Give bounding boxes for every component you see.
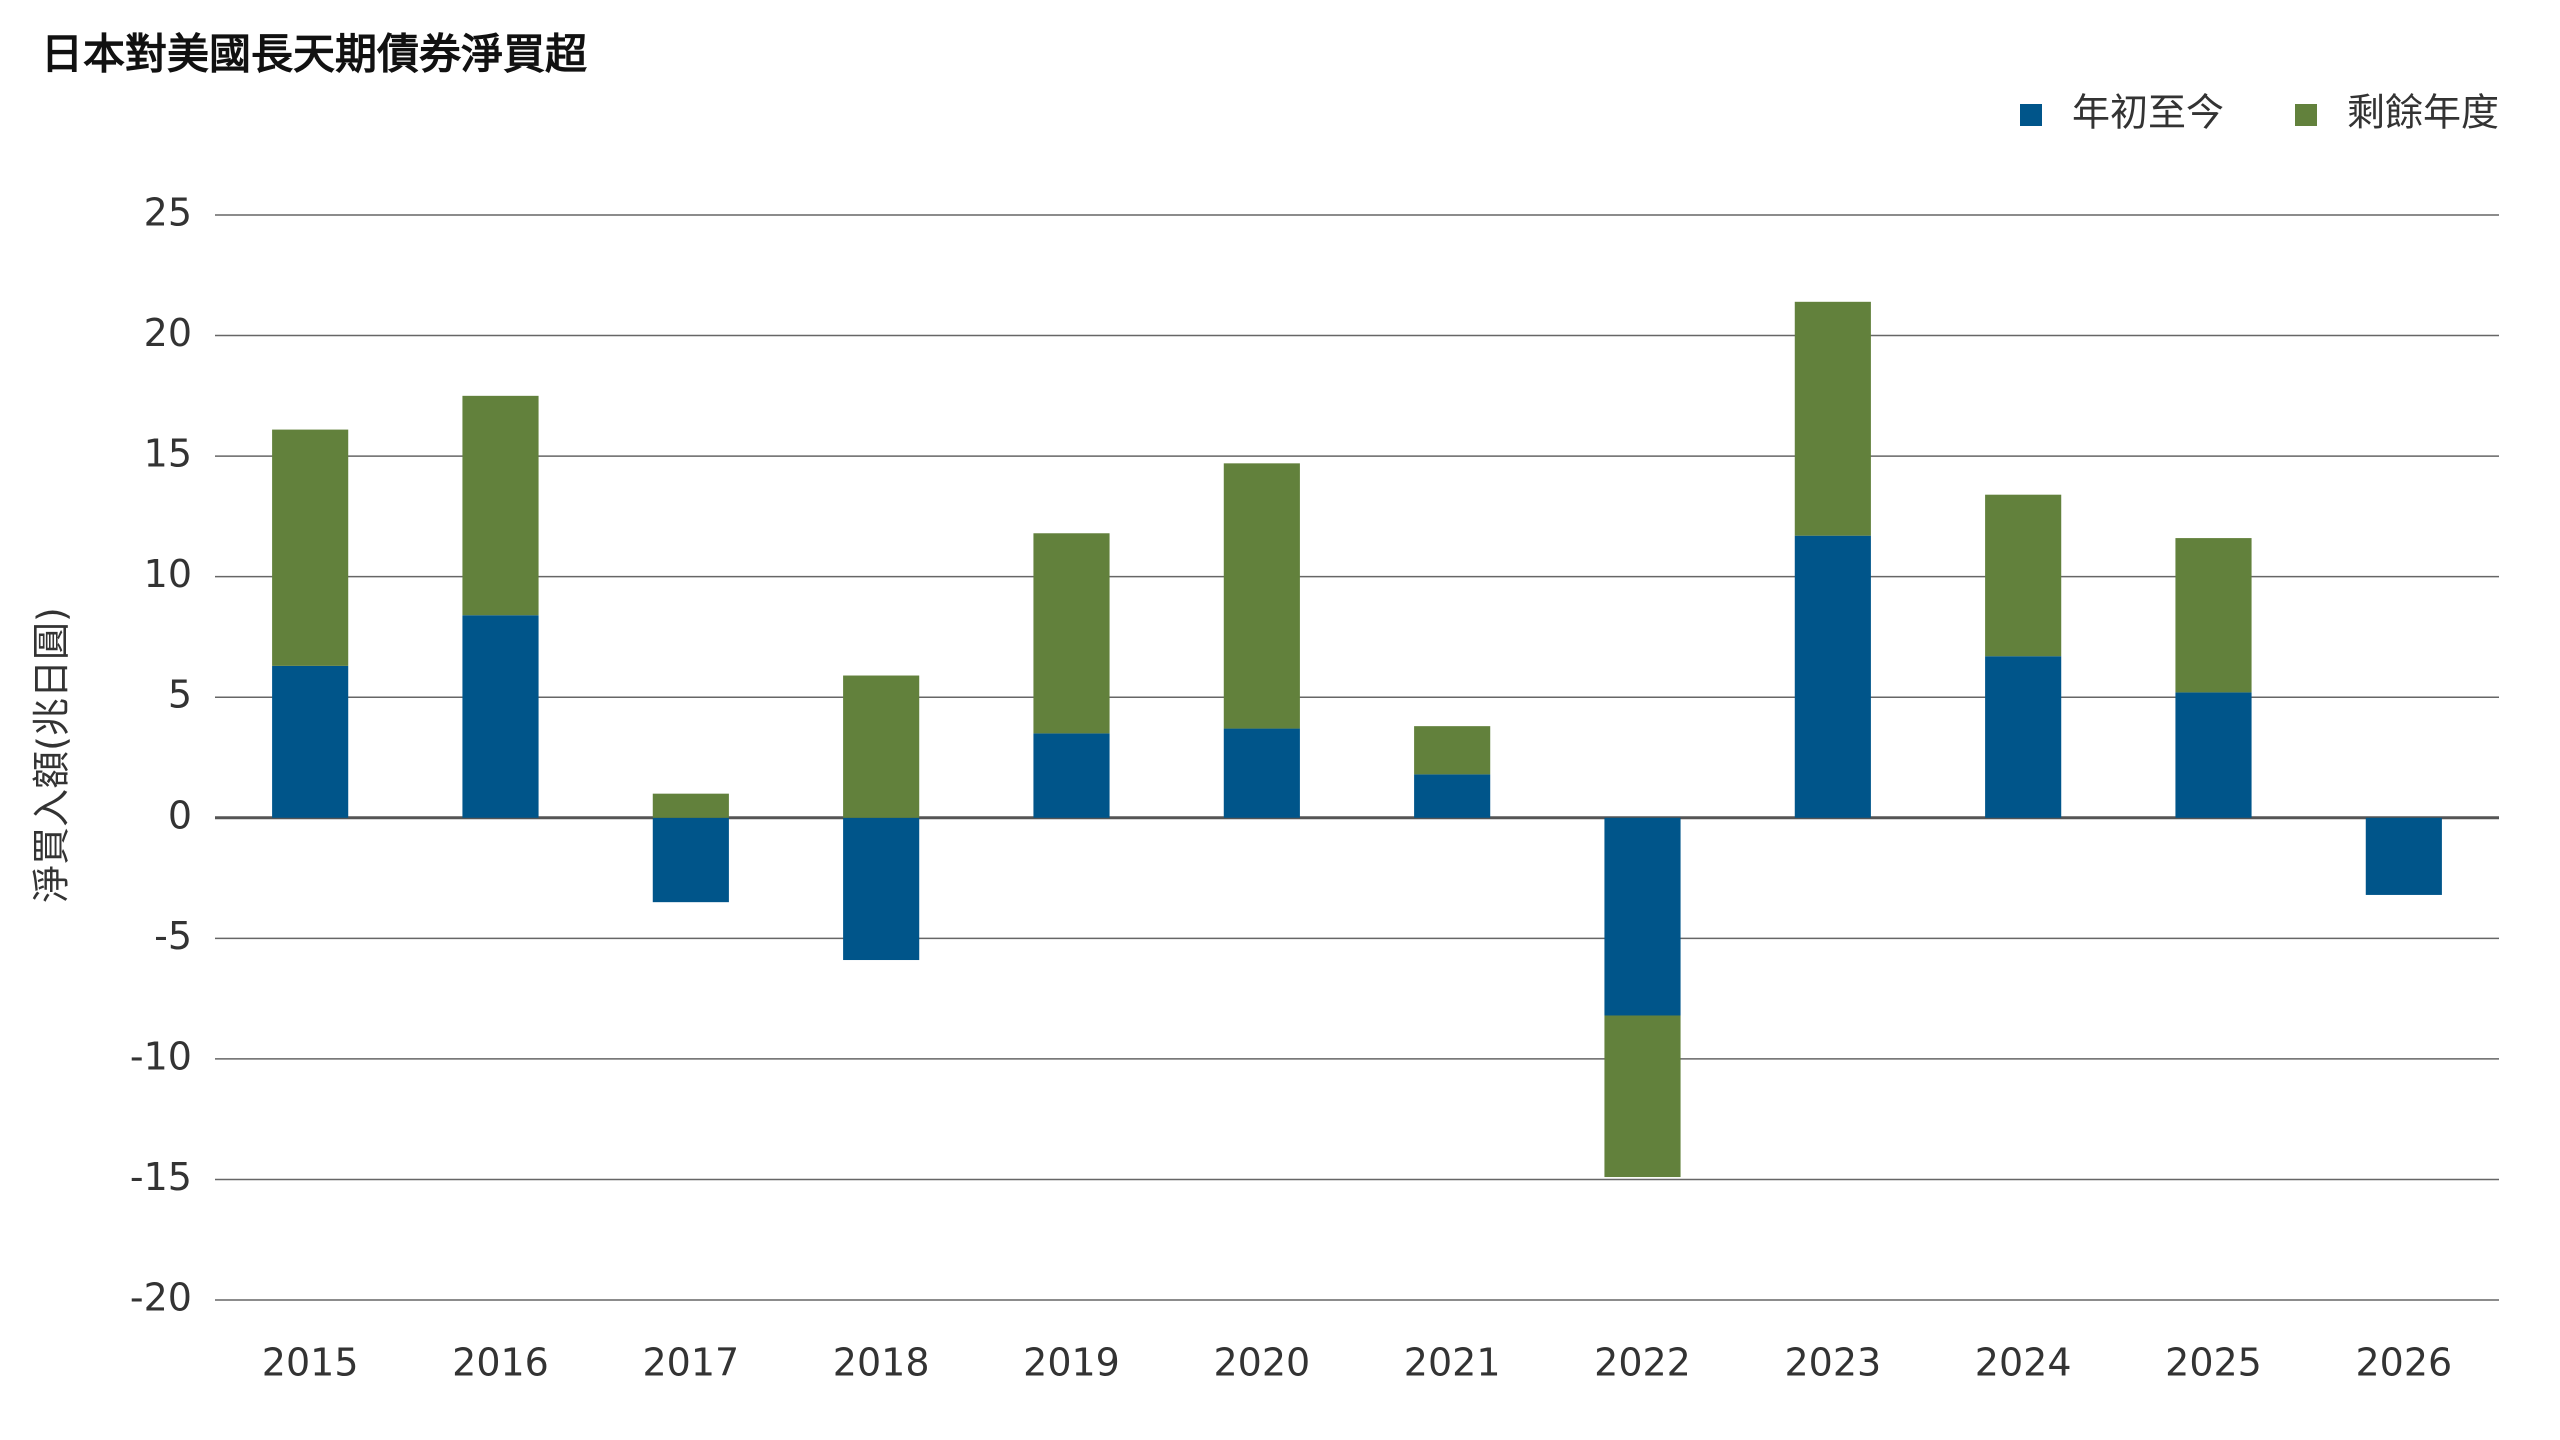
x-tick-label: 2021: [1404, 1341, 1501, 1385]
bar-segment: [1033, 733, 1110, 818]
bar-segment: [462, 615, 539, 818]
x-tick-label: 2025: [2165, 1341, 2262, 1385]
bar-segment: [2365, 817, 2442, 895]
x-tick-label: 2022: [1594, 1341, 1691, 1385]
y-tick-label: -10: [130, 1034, 192, 1078]
legend-label: 剩餘年度: [2347, 91, 2499, 135]
bar-segment: [1985, 656, 2062, 818]
y-tick-label: 15: [144, 432, 192, 476]
x-tick-label: 2017: [642, 1341, 739, 1385]
bar-segment: [652, 817, 729, 903]
bar-segment: [1794, 535, 1871, 818]
y-tick-label: -15: [130, 1155, 192, 1199]
x-tick-label: 2019: [1023, 1341, 1120, 1385]
x-tick-label: 2026: [2355, 1341, 2452, 1385]
chart-title: 日本對美國長天期債券淨買超: [41, 30, 588, 79]
y-tick-label: -5: [154, 914, 192, 958]
x-tick-label: 2020: [1213, 1341, 1310, 1385]
y-tick-label: 10: [144, 552, 192, 596]
bar-segment: [1985, 494, 2062, 657]
y-tick-label: 20: [144, 311, 192, 355]
x-tick-label: 2015: [262, 1341, 359, 1385]
x-tick-label: 2018: [833, 1341, 930, 1385]
bar-segment: [462, 395, 539, 616]
bar-segment: [1223, 463, 1300, 729]
legend-swatch: [2020, 104, 2042, 126]
legend-swatch: [2295, 104, 2317, 126]
bar-segment: [1794, 301, 1871, 536]
x-tick-label: 2024: [1975, 1341, 2072, 1385]
bar-segment: [843, 675, 920, 818]
y-tick-label: 0: [168, 793, 192, 837]
y-axis-label: 淨買入額(兆日圓): [30, 607, 74, 903]
bar-segment: [1223, 728, 1300, 818]
y-tick-label: -20: [130, 1276, 192, 1320]
bar-segment: [2175, 692, 2252, 818]
bar-segment: [1604, 1015, 1681, 1178]
x-tick-label: 2016: [452, 1341, 549, 1385]
y-tick-label: 5: [168, 673, 192, 717]
bar-segment: [1604, 817, 1681, 1016]
bar-segment: [272, 665, 349, 818]
bar-segment: [272, 429, 349, 666]
legend-label: 年初至今: [2072, 91, 2224, 135]
bar-segment: [1414, 726, 1491, 775]
bar-segment: [1414, 774, 1491, 818]
x-tick-label: 2023: [1784, 1341, 1881, 1385]
bar-segment: [2175, 538, 2252, 693]
bar-segment: [652, 793, 729, 818]
y-tick-label: 25: [144, 191, 192, 235]
bar-segment: [843, 817, 920, 961]
bar-segment: [1033, 533, 1110, 734]
